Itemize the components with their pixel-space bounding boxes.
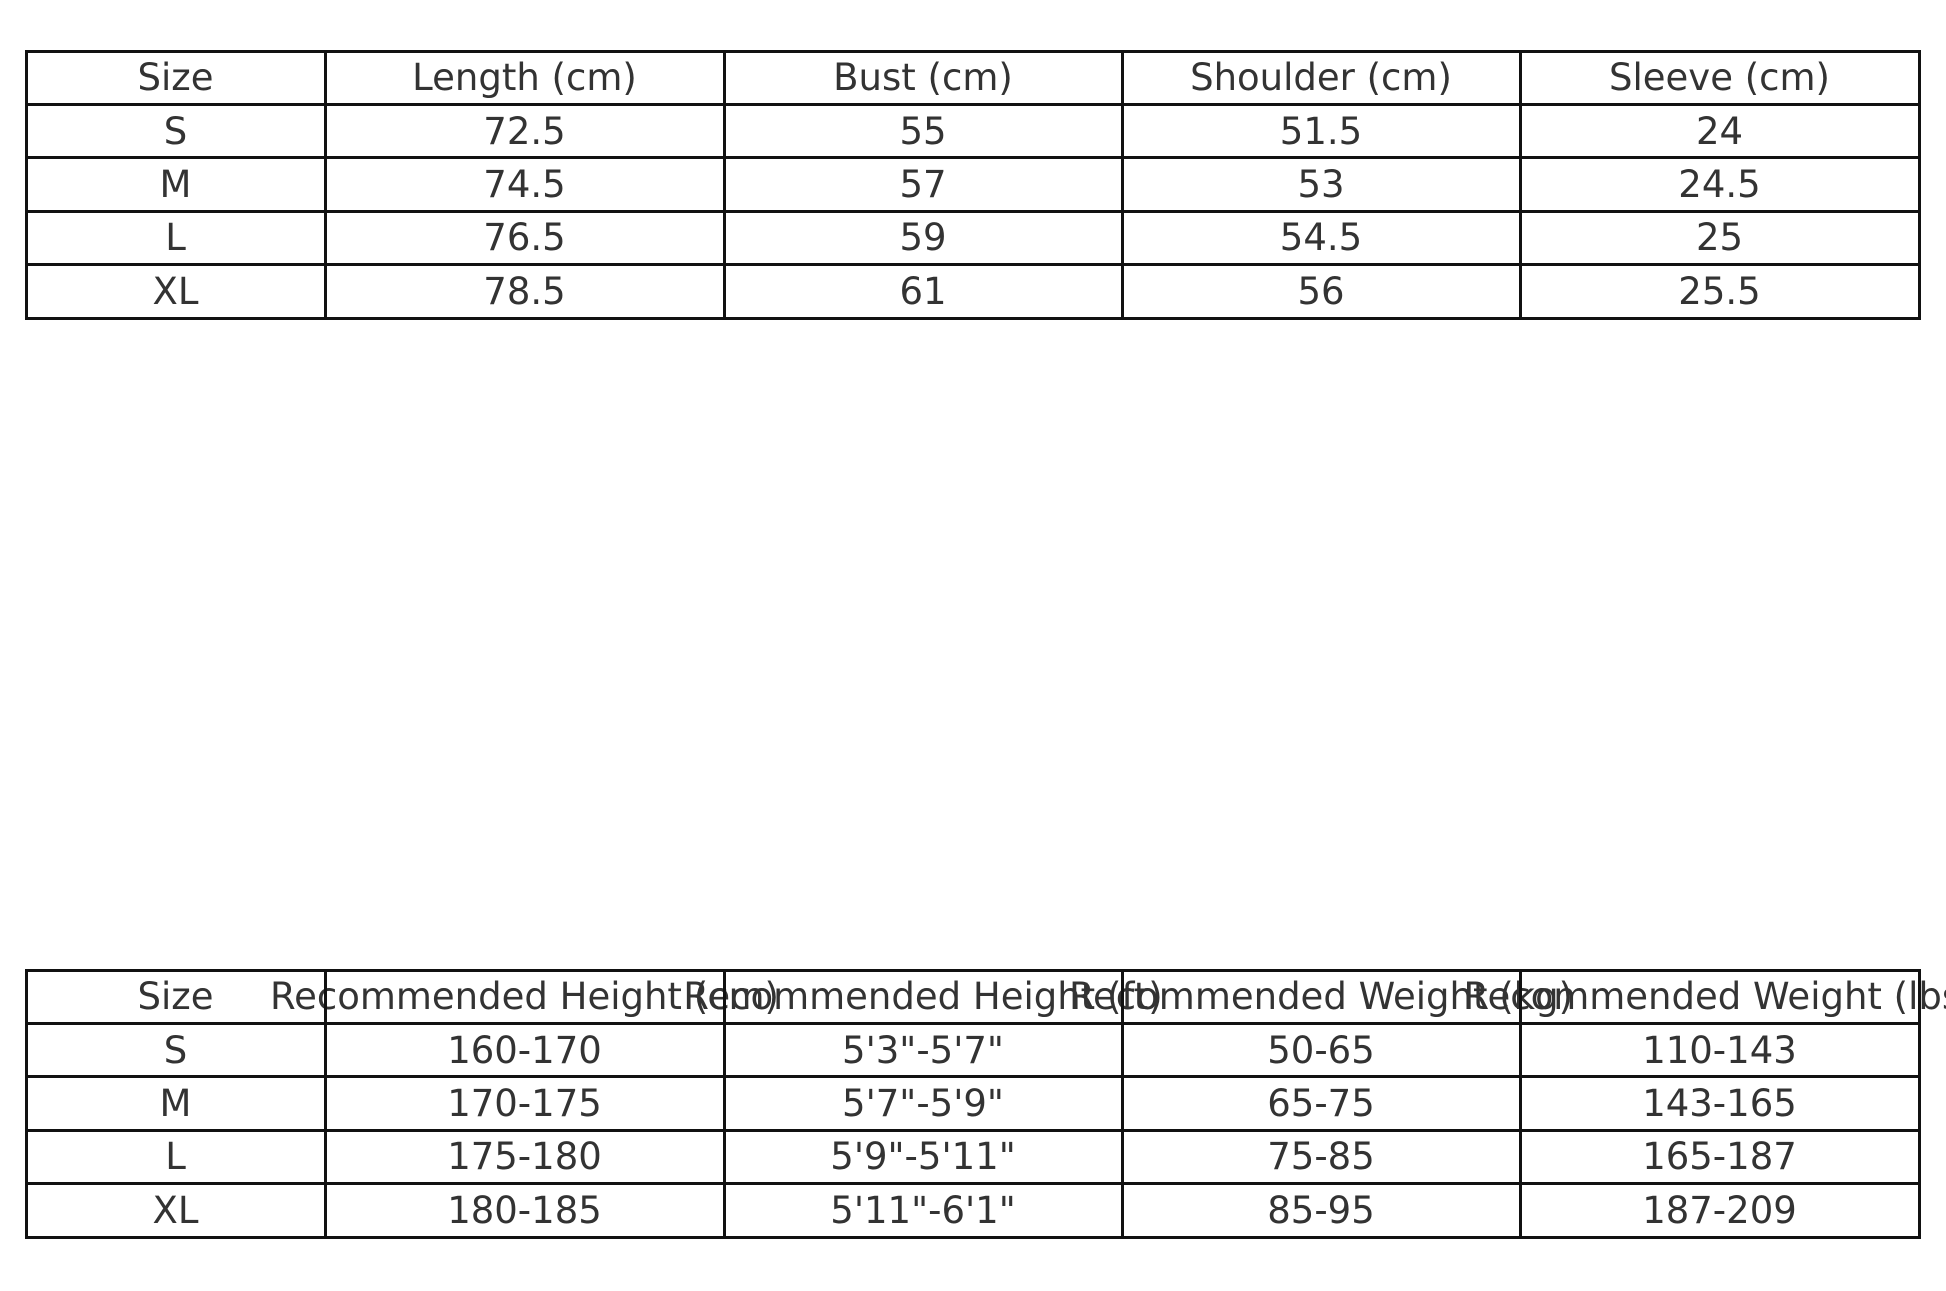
table-cell: 143-165 [1642, 1081, 1797, 1125]
table-cell: 55 [899, 109, 947, 153]
table-cell: 75-85 [1267, 1135, 1375, 1179]
table-cell: 5'9"-5'11" [830, 1135, 1016, 1179]
column-line [24, 968, 28, 1239]
table-cell: 54.5 [1279, 216, 1363, 260]
table-cell: S [163, 109, 188, 153]
table-cell: 110-143 [1642, 1028, 1797, 1072]
table-cell: 187-209 [1642, 1188, 1797, 1232]
table-cell: XL [152, 1188, 199, 1232]
column-line [323, 968, 327, 1239]
column-line [1518, 968, 1522, 1239]
row-line [24, 102, 1921, 106]
table-cell: 51.5 [1279, 109, 1363, 153]
row-line [24, 1075, 1921, 1079]
row-line [24, 209, 1921, 213]
table-cell: L [165, 216, 186, 260]
column-line [722, 49, 726, 320]
table-cell: 5'11"-6'1" [830, 1188, 1016, 1232]
header-cell: Size [137, 56, 214, 100]
header-cell: Sleeve (cm) [1609, 56, 1830, 100]
table-cell: 160-170 [447, 1028, 602, 1072]
table-cell: 56 [1297, 269, 1345, 313]
table-cell: 65-75 [1267, 1081, 1375, 1125]
header-cell: Recommended Height (cm) [270, 975, 779, 1019]
column-line [1518, 49, 1522, 320]
row-line [24, 263, 1921, 267]
table-cell: 76.5 [483, 216, 566, 260]
header-cell: Length (cm) [412, 56, 637, 100]
header-cell: Recommended Height (ft) [683, 975, 1163, 1019]
table-cell: 25.5 [1678, 269, 1761, 313]
header-cell: Size [137, 975, 214, 1019]
row-line [24, 49, 1921, 53]
table-cell: 85-95 [1267, 1188, 1375, 1232]
column-line [722, 968, 726, 1239]
row-line [24, 156, 1921, 160]
table-cell: 57 [899, 162, 947, 206]
column-line [1917, 49, 1921, 320]
row-line [24, 1235, 1921, 1239]
row-line [24, 1128, 1921, 1132]
table-cell: 61 [899, 269, 947, 313]
column-line [1120, 968, 1124, 1239]
column-line [1917, 968, 1921, 1239]
table-cell: L [165, 1135, 186, 1179]
table-cell: XL [152, 269, 199, 313]
column-line [323, 49, 327, 320]
header-cell: Recommended Weight (lbs) [1463, 975, 1946, 1019]
table-cell: 25 [1695, 216, 1744, 260]
table-cell: 175-180 [447, 1135, 602, 1179]
table-cell: 53 [1297, 162, 1345, 206]
table-cell: 165-187 [1642, 1135, 1797, 1179]
table-cell: M [159, 1081, 192, 1125]
table-cell: 5'7"-5'9" [842, 1081, 1004, 1125]
table-cell: 24.5 [1678, 162, 1761, 206]
column-line [1120, 49, 1124, 320]
table-cell: 5'3"-5'7" [842, 1028, 1004, 1072]
header-cell: Recommended Weight (kg) [1068, 975, 1574, 1019]
row-line [24, 968, 1921, 972]
column-line [24, 49, 28, 320]
header-cell: Bust (cm) [833, 56, 1013, 100]
table-cell: S [163, 1028, 188, 1072]
table-cell: 24 [1695, 109, 1744, 153]
table-cell: 72.5 [483, 109, 566, 153]
table-cell: 180-185 [447, 1188, 602, 1232]
table-cell: M [159, 162, 192, 206]
table-cell: 170-175 [447, 1081, 602, 1125]
row-line [24, 316, 1921, 320]
row-line [24, 1021, 1921, 1025]
table-cell: 78.5 [483, 269, 566, 313]
row-line [24, 1182, 1921, 1186]
table-cell: 74.5 [483, 162, 566, 206]
header-cell: Shoulder (cm) [1190, 56, 1452, 100]
table-cell: 50-65 [1267, 1028, 1375, 1072]
table-cell: 59 [899, 216, 947, 260]
